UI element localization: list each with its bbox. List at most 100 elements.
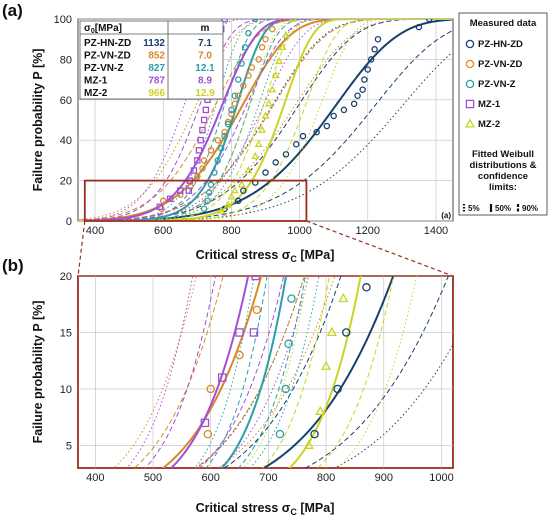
y-tick-label: 20 <box>60 176 72 188</box>
table-row-name: MZ-1 <box>84 76 108 87</box>
data-point-pz-hn-zd <box>374 35 382 43</box>
legend-label-pz-vn-zd: PZ-VN-ZD <box>478 59 522 70</box>
data-point-pz-vn-zd <box>228 110 235 118</box>
data-point-mz-2 <box>321 360 332 370</box>
x-tick-label: 600 <box>202 472 220 484</box>
legend-fit-title-line: limits: <box>489 182 517 193</box>
data-point-mz-1 <box>199 126 206 134</box>
data-point-pz-hn-zd <box>350 100 358 108</box>
data-point-pz-hn-zd <box>313 128 320 136</box>
legend-entries: PZ-HN-ZD PZ-VN-ZD PZ-VN-Z MZ-1 MZ-2 <box>464 39 523 130</box>
zoom-region-box <box>83 179 308 222</box>
data-point-pz-vn-zd <box>194 173 201 180</box>
data-point-pz-hn-zd <box>367 56 375 63</box>
data-point-mz-2 <box>338 292 349 303</box>
data-point-mz-2 <box>217 206 226 214</box>
panel-a-ticks: 400 600 800 1000 1200 1400 0 20 40 60 80 100 <box>54 14 449 237</box>
data-point-mz-2 <box>315 405 326 416</box>
y-tick-label: 80 <box>60 54 72 66</box>
legend-fit-title-line: distributions & <box>469 160 536 171</box>
confidence-limit-lower-90-mz-1 <box>78 19 452 221</box>
table-row-m: 7.1 <box>198 38 212 49</box>
data-point-pz-vn-z <box>241 44 249 51</box>
data-point-pz-hn-zd <box>362 283 371 292</box>
weibull-fit-pz-vn-zd <box>78 19 452 221</box>
data-point-mz-2 <box>278 42 287 51</box>
legend-limit-label: 50% <box>495 204 511 213</box>
data-point-pz-vn-zd <box>240 82 247 89</box>
data-point-pz-hn-zd <box>299 132 307 140</box>
data-point-pz-hn-zd <box>361 76 368 83</box>
data-point-pz-vn-zd <box>214 136 222 144</box>
data-point-pz-vn-zd <box>231 100 239 108</box>
data-point-pz-vn-z <box>211 169 218 176</box>
legend-limits: 5% 50% 90% <box>462 204 538 213</box>
data-point-mz-2 <box>224 200 232 208</box>
data-point-pz-hn-zd <box>425 19 433 23</box>
data-point-pz-vn-zd <box>235 350 244 360</box>
table-row-m: 12.9 <box>195 88 215 99</box>
confidence-limit-lower-90-mz-1 <box>126 276 194 468</box>
legend-label-pz-vn-z: PZ-VN-Z <box>478 79 516 90</box>
legend-marker-pz-hn-zd <box>465 39 475 49</box>
data-point-mz-1 <box>217 373 227 382</box>
table-row-sigma0: 787 <box>148 76 165 87</box>
data-point-mz-1 <box>197 136 204 144</box>
zoom-connector-left <box>77 220 86 277</box>
data-point-pz-hn-zd <box>333 384 342 394</box>
data-point-pz-vn-zd <box>279 19 286 23</box>
table-header-m: m <box>201 23 210 34</box>
panel-a-x-axis-title: Critical stress σC [MPa] <box>196 248 335 264</box>
legend-title: Measured data <box>470 18 537 29</box>
table-rows: PZ-HN-ZD 1132 7.1 PZ-VN-ZD 852 7.0 PZ-VN-Z 827 1… <box>84 38 215 99</box>
data-point-pz-vn-z <box>281 384 290 394</box>
data-point-pz-vn-z <box>205 189 213 196</box>
data-point-pz-vn-zd <box>221 128 228 136</box>
legend-label-mz-1: MZ-1 <box>478 99 501 110</box>
data-point-mz-1 <box>221 19 228 23</box>
data-point-mz-1 <box>194 157 201 164</box>
weibull-fit-mz-1 <box>78 19 452 221</box>
y-tick-label: 100 <box>54 14 72 26</box>
y-tick-label: 60 <box>60 95 72 107</box>
legend-marker-pz-vn-zd <box>465 59 475 69</box>
x-tick-label: 800 <box>222 225 240 237</box>
data-point-mz-1 <box>202 106 210 114</box>
table-row-m: 12.1 <box>195 63 215 74</box>
x-tick-label: 1200 <box>356 225 380 237</box>
data-point-mz-1 <box>195 147 203 154</box>
data-point-pz-vn-zd <box>177 191 184 198</box>
table-row-name: PZ-VN-Z <box>84 63 123 74</box>
data-point-pz-hn-zd <box>292 140 300 148</box>
data-point-pz-vn-zd <box>200 157 208 164</box>
confidence-limit-upper-5-mz-2 <box>78 19 452 221</box>
panel-b-x-axis-title: Critical stress σC [MPa] <box>196 501 335 517</box>
data-point-mz-2 <box>244 166 253 174</box>
data-point-pz-vn-z <box>217 145 225 152</box>
data-point-mz-2 <box>326 326 337 337</box>
legend-label-mz-2: MZ-2 <box>478 119 500 130</box>
weibull-fit-pz-hn-zd <box>261 276 395 468</box>
legend-limit-label: 90% <box>522 204 538 213</box>
legend-marker-mz-2 <box>464 118 476 128</box>
data-point-mz-1 <box>166 195 174 203</box>
x-tick-label: 600 <box>154 225 172 237</box>
table-row-name: MZ-2 <box>84 88 108 99</box>
panel-b-y-axis-title: Failure probability P [%] <box>31 301 45 444</box>
data-point-mz-2 <box>268 85 277 93</box>
table-row-sigma0: 1132 <box>143 38 165 49</box>
legend-marker-mz-1 <box>465 99 475 109</box>
panel-b-points <box>200 276 371 449</box>
legend-marker-pz-vn-z <box>465 79 475 89</box>
x-tick-label: 500 <box>144 472 162 484</box>
data-point-mz-1 <box>235 328 244 337</box>
x-tick-label: 800 <box>317 472 335 484</box>
data-point-pz-vn-z <box>252 19 259 23</box>
data-point-pz-hn-zd <box>330 112 337 120</box>
x-tick-label: 1000 <box>287 225 311 237</box>
data-point-pz-vn-zd <box>187 183 194 190</box>
data-point-pz-vn-z <box>224 120 232 128</box>
legend: Measured data PZ-HN-ZD PZ-VN-ZD PZ-VN-Z MZ-… <box>458 12 548 216</box>
x-tick-label: 400 <box>86 225 104 237</box>
data-point-mz-2 <box>254 139 263 147</box>
